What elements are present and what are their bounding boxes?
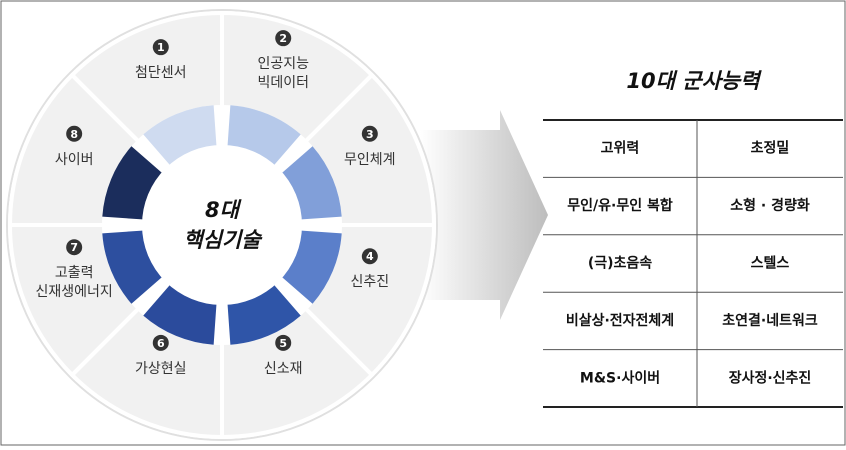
table-cell: 비살상·전자전체계 (566, 312, 674, 329)
petal (102, 146, 164, 220)
segment-label: 신추진 (351, 274, 390, 290)
table-cell: 소형 · 경량화 (730, 197, 810, 214)
number-badge (66, 125, 83, 142)
segment-label: 가상현실 (135, 361, 187, 377)
petal (227, 105, 301, 167)
petal (280, 146, 342, 220)
table-cell: 초연결·네트워크 (722, 312, 818, 329)
segment-number: 4 (366, 250, 374, 263)
table-cell: M&S·사이버 (580, 369, 660, 386)
petal (143, 283, 217, 345)
table-cell: 장사정·신추진 (729, 369, 812, 386)
number-badge (275, 334, 292, 351)
center-label: 핵심기술 (183, 228, 263, 252)
petal (102, 230, 164, 304)
table-title: 10대 군사능력 (626, 69, 762, 93)
segment-label: 신재생에너지 (36, 284, 113, 300)
number-badge (152, 334, 169, 351)
number-badge (361, 248, 378, 265)
segment-number: 5 (279, 337, 287, 350)
table-cell: 스텔스 (751, 256, 790, 272)
petal (227, 283, 301, 345)
center-label: 8대 (205, 198, 242, 222)
table-cell: 고위력 (601, 141, 640, 157)
segment-number: 7 (70, 241, 78, 254)
segment-number: 6 (157, 337, 165, 350)
segment-label: 첨단센서 (135, 65, 187, 81)
number-badge (152, 39, 169, 56)
segment-number: 1 (157, 41, 165, 54)
segment-label: 신소재 (264, 361, 303, 377)
number-badge (66, 239, 83, 256)
segment-label: 빅데이터 (257, 75, 309, 91)
segment-label: 무인체계 (344, 152, 396, 168)
number-badge (275, 30, 292, 47)
segment-label: 사이버 (55, 152, 94, 168)
arrow (420, 110, 548, 320)
segment-number: 8 (70, 128, 78, 141)
number-badge (361, 125, 378, 142)
segment-number: 2 (279, 32, 287, 45)
segment-label: 인공지능 (257, 56, 309, 72)
segment-number: 3 (366, 128, 374, 141)
table-cell: 초정밀 (751, 140, 790, 157)
segment-label: 고출력 (55, 265, 94, 281)
center (142, 145, 302, 305)
petal (280, 230, 342, 304)
table-cell: 무인/유·무인 복합 (567, 197, 673, 214)
petal (143, 105, 217, 167)
table-cell: (극)초음속 (588, 256, 652, 272)
